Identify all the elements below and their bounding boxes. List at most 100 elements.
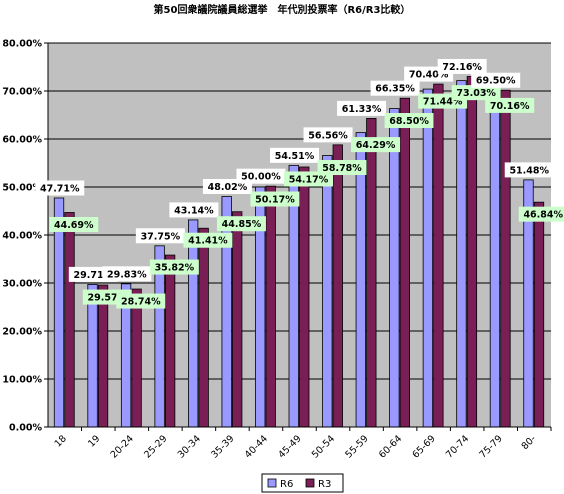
x-tick-label: 18 [53,433,69,449]
data-label-r3: 44.85% [222,219,262,230]
y-tick-label: 70.00% [2,87,42,98]
data-label-r6: 69.50% [476,76,516,87]
data-label-r6-bg [270,147,319,163]
data-label-r6: 37.75% [141,231,181,242]
data-label-r6: 56.56% [308,130,348,141]
bar-r3 [466,76,478,428]
data-label-r6-bg [169,202,219,218]
data-label-r3-bg [351,137,401,153]
x-tick-label: 25-29 [142,433,169,460]
x-tick-label: 80- [520,433,539,452]
data-label-r3-bg [250,191,300,207]
data-label-r6-bg [102,266,152,282]
data-label-r3: 44.69% [54,220,94,231]
data-label-r6-bg [303,127,353,143]
bar-r3 [332,144,343,428]
legend-swatch-r3 [305,478,315,488]
x-tick-label: 40-44 [243,433,270,460]
data-label-r3: 70.16% [490,101,530,112]
data-label-r6-bg [135,228,185,244]
data-label-r3-bg [485,97,535,113]
bar-r3 [265,185,276,428]
x-tick-label: 75-79 [478,433,505,460]
data-label-r3: 50.17% [255,195,295,206]
data-label-r6: 70.40% [409,70,449,81]
data-label-r3-bg [518,206,564,222]
bar-r3 [198,227,209,428]
data-label-r3: 54.17% [289,174,329,185]
bar-r3 [433,83,444,428]
bar-r3 [399,97,411,428]
bar-r3 [131,288,142,428]
x-tick-label: 35-39 [209,433,236,460]
data-label-r6: 29.71% [74,270,114,281]
legend-box [261,473,344,493]
bar-r3 [366,118,377,428]
chart-title: 第50回衆議院議員総選挙 年代別投票率（R6/R3比較） [154,3,411,16]
data-label-r6: 66.35% [375,84,415,95]
data-label-r3: 28.74% [121,297,161,308]
legend-label-r3: R3 [318,479,331,490]
bar-r6 [322,155,333,428]
y-axis: 0.00% 10.00% 20.00% 30.00% 40.00% 50.00% 60.00… [2,39,49,434]
y-tick-label: 60.00% [2,135,42,146]
x-tick-label: 45-49 [276,433,303,460]
data-label-r6-bg [437,58,487,74]
data-label-r3-bg [116,293,166,309]
data-label-r6: 43.14% [174,205,214,216]
data-label-r6-bg [337,100,387,116]
data-label-r3-bg [216,216,266,232]
bar-r6 [489,93,501,428]
data-label-r6: 72.16% [442,62,482,73]
data-label-r6: 54.51% [275,151,315,162]
bar-r3 [232,211,243,428]
data-label-r3: 46.84% [523,210,563,221]
x-tick-label: 55-59 [343,433,370,460]
data-label-r3: 71.44% [423,97,463,108]
bar-r3 [97,284,109,428]
legend-swatch-r6 [267,478,277,488]
y-tick-label: 10.00% [2,375,42,386]
data-label-r6: 47.71% [40,183,80,194]
bar-r6 [389,108,400,428]
x-tick-label: 50-54 [310,433,337,460]
data-label-r3: 64.29% [356,140,396,151]
data-label-r3-bg [317,160,367,176]
bar-r6 [53,197,65,428]
data-label-r6-bg [504,162,554,178]
data-label-r6-bg [471,72,521,88]
x-tick-label: 20-24 [109,433,136,460]
bar-r3 [164,254,176,428]
bar-r6 [87,283,98,428]
data-label-r6: 29.83% [107,269,147,280]
data-label-r3: 35.82% [155,263,195,274]
data-label-r6: 61.33% [342,104,382,115]
data-label-r3: 68.50% [389,116,429,127]
data-labels: 47.71% 44.69% 29.71% 29.57% 29.83% 28.74% 37.7… [35,58,564,309]
data-label-r6-bg [236,168,286,184]
bar-r3 [533,201,545,428]
data-label-r3-bg [284,171,333,187]
x-tick-label: 30-34 [176,433,203,460]
data-label-r6: 51.48% [509,165,549,176]
legend-label-r6: R6 [280,479,293,490]
data-label-r3-bg [451,85,501,101]
data-label-r3: 58.78% [322,163,362,174]
data-label-r3: 73.03% [456,88,496,99]
bar-r3 [500,89,511,428]
legend: R6 R3 [261,473,344,493]
data-label-r6: 48.02% [208,182,248,193]
data-label-r6: 50.00% [241,172,281,183]
bar-r3 [64,212,75,428]
y-tick-label: 0.00% [9,423,42,434]
data-label-r3-bg [183,232,233,248]
data-label-r3-bg [384,113,434,129]
data-label-r3: 29.57% [88,293,128,304]
x-tick-label: 70-74 [444,433,471,460]
x-tick-label: 65-69 [410,433,437,460]
y-tick-label: 40.00% [2,231,42,242]
data-label-r6-bg [370,80,420,96]
y-tick-label: 50.00% [2,183,42,194]
bar-r6 [355,132,366,428]
